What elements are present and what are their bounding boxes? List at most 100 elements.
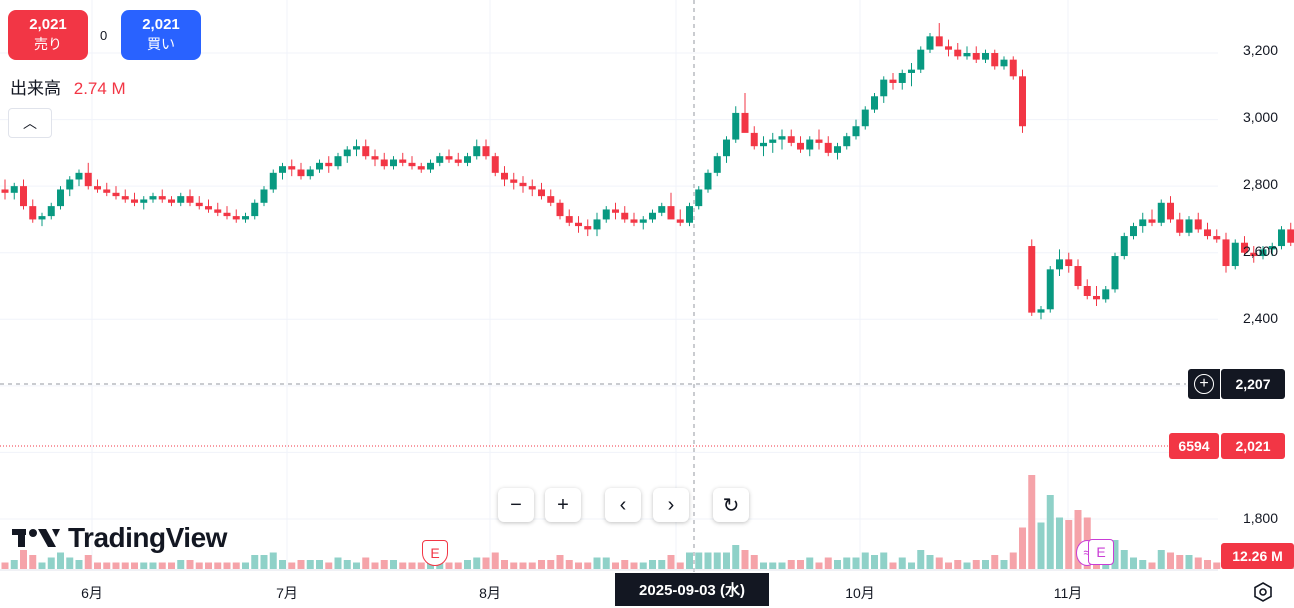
candle-body: [639, 219, 647, 223]
candle-body: [926, 36, 934, 50]
candle-body: [732, 112, 740, 140]
tradingview-logo[interactable]: TradingView: [12, 522, 227, 554]
candle-body: [806, 139, 814, 150]
candle-body: [103, 189, 111, 193]
candle-body: [112, 192, 120, 197]
volume-bar: [760, 562, 767, 569]
sell-label: 売り: [34, 36, 62, 52]
candle-body: [575, 222, 582, 227]
bar-countdown-tag: 6594: [1169, 433, 1219, 459]
volume-bar: [908, 562, 915, 569]
candle-body: [528, 186, 536, 190]
volume-bar: [547, 560, 555, 569]
candle-body: [1093, 295, 1100, 300]
tradingview-logo-icon: [12, 529, 60, 547]
add-alert-button[interactable]: +: [1188, 369, 1220, 399]
zoom-out-button[interactable]: −: [498, 488, 534, 522]
volume-bar: [732, 545, 740, 569]
candle-body: [408, 162, 416, 167]
volume-bar: [186, 560, 194, 569]
volume-bar: [695, 552, 703, 569]
scroll-forward-button[interactable]: ›: [653, 488, 689, 522]
candle-body: [131, 199, 138, 203]
volume-bar: [852, 557, 860, 569]
candle-body: [630, 219, 638, 223]
earnings-event-marker[interactable]: E: [1088, 539, 1114, 565]
y-tick: 3,200: [1242, 42, 1278, 58]
volume-bar: [269, 552, 277, 569]
volume-bar: [325, 562, 333, 569]
volume-bar: [1009, 552, 1017, 569]
candle-body: [695, 189, 703, 207]
candle-body: [1111, 256, 1119, 290]
volume-bar: [195, 562, 203, 569]
candle-body: [334, 156, 342, 167]
volume-tag: 12.26 M: [1221, 543, 1294, 569]
volume-bar: [565, 560, 573, 569]
candle-body: [602, 209, 610, 220]
tradingview-wordmark: TradingView: [68, 522, 227, 553]
volume-bar: [177, 560, 185, 569]
candle-body: [306, 169, 314, 177]
volume-bar: [1185, 555, 1193, 569]
candle-body: [427, 162, 434, 170]
sell-button[interactable]: 2,021 売り: [8, 10, 88, 60]
scroll-back-button[interactable]: ‹: [605, 488, 641, 522]
candle-body: [1028, 246, 1036, 313]
candle-body: [1056, 259, 1063, 270]
candle-body: [1213, 236, 1221, 240]
candle-body: [445, 156, 453, 160]
volume-bar: [140, 562, 148, 569]
volume-bar: [57, 552, 64, 569]
volume-bar: [556, 555, 564, 569]
volume-bar: [501, 560, 508, 569]
volume-bar: [380, 560, 388, 569]
candle-body: [297, 169, 305, 177]
candle-body: [417, 166, 425, 170]
collapse-legend-button[interactable]: ︿: [8, 108, 52, 138]
candle-body: [1000, 59, 1008, 67]
candle-body: [29, 206, 37, 220]
candle-body: [1222, 239, 1230, 267]
candle-body: [186, 196, 194, 203]
candle-body: [1083, 286, 1091, 296]
earnings-event-marker[interactable]: E: [422, 540, 448, 566]
volume-bar: [399, 562, 407, 569]
candle-body: [343, 149, 351, 157]
volume-bar: [658, 560, 666, 569]
candle-body: [251, 202, 259, 217]
volume-legend-label: 出来高: [10, 79, 61, 98]
volume-bar: [880, 552, 888, 569]
volume-bar: [390, 560, 397, 569]
candle-body: [556, 202, 564, 217]
candle-body: [889, 79, 897, 83]
candle-body: [787, 136, 795, 143]
volume-bar: [806, 557, 814, 569]
volume-bar: [584, 562, 592, 569]
candle-body: [778, 136, 786, 140]
volume-bar: [917, 550, 925, 569]
chart-settings-button[interactable]: [1252, 581, 1274, 603]
buy-button[interactable]: 2,021 買い: [121, 10, 201, 60]
candle-body: [1065, 259, 1073, 267]
volume-bar: [223, 562, 231, 569]
volume-bar: [889, 562, 897, 569]
candle-body: [371, 156, 379, 160]
candle-body: [1148, 219, 1156, 223]
volume-bar: [834, 560, 841, 569]
reset-chart-button[interactable]: ↻: [713, 488, 749, 522]
y-tick: 3,000: [1242, 109, 1278, 125]
x-tick: 8月: [479, 585, 501, 601]
candle-body: [454, 159, 462, 163]
candle-body: [84, 172, 92, 187]
candle-body: [871, 96, 878, 110]
volume-bar: [861, 552, 869, 569]
candle-body: [140, 199, 148, 203]
chevron-up-icon: ︿: [23, 115, 37, 131]
candle-body: [269, 172, 277, 190]
volume-bar: [1120, 550, 1128, 569]
candle-body: [612, 209, 619, 213]
volume-bar: [750, 555, 758, 569]
zoom-in-button[interactable]: +: [545, 488, 581, 522]
